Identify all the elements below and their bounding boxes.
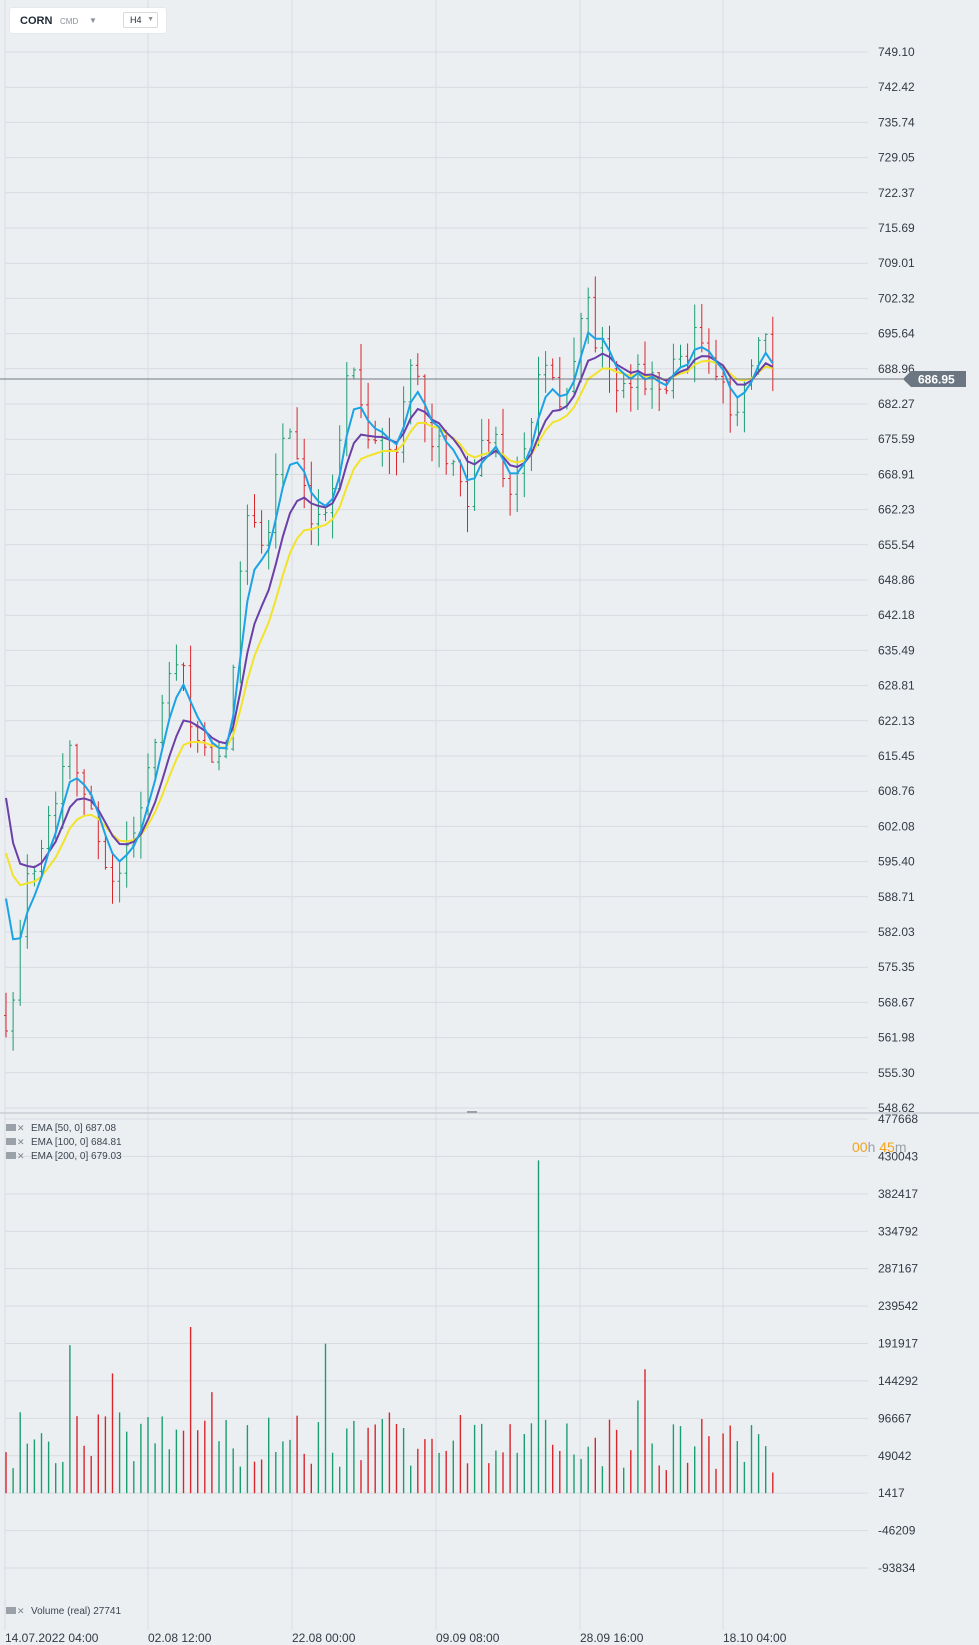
volume-tick-label: 430043 xyxy=(878,1149,918,1163)
grid-lines xyxy=(4,0,868,1630)
volume-tick-label: -46209 xyxy=(878,1524,916,1538)
price-tick-label: 688.96 xyxy=(878,362,915,376)
timer-hours: 00 xyxy=(852,1139,868,1155)
price-tick-label: 615.45 xyxy=(878,749,915,763)
timeframe-value: H4 xyxy=(130,15,142,25)
volume-tick-label: 144292 xyxy=(878,1374,918,1388)
price-tick-label: 682.27 xyxy=(878,397,915,411)
volume-tick-label: 1417 xyxy=(878,1486,905,1500)
time-tick-label: 22.08 00:00 xyxy=(292,1631,356,1645)
price-tick-label: 742.42 xyxy=(878,80,915,94)
candles xyxy=(4,276,775,1051)
volume-tick-label: 287167 xyxy=(878,1262,918,1276)
indicator-remove-icon: ✕ xyxy=(17,1606,25,1616)
ema-legend-item: EMA [200, 0] 679.03 xyxy=(31,1151,122,1162)
volume-tick-label: 96667 xyxy=(878,1411,912,1425)
price-tick-label: 648.86 xyxy=(878,573,915,587)
price-tick-label: 635.49 xyxy=(878,643,915,657)
ema-legend-item: EMA [50, 0] 687.08 xyxy=(31,1123,116,1134)
timer-minutes: 45 xyxy=(879,1139,895,1155)
time-tick-label: 28.09 16:00 xyxy=(580,1631,644,1645)
price-tick-label: 749.10 xyxy=(878,45,915,59)
price-tick-label: 675.59 xyxy=(878,432,915,446)
symbol-dropdown-icon[interactable]: ▼ xyxy=(89,16,97,25)
time-tick-label: 02.08 12:00 xyxy=(148,1631,212,1645)
volume-legend-item: Volume (real) 27741 xyxy=(31,1606,121,1617)
price-tick-label: 602.08 xyxy=(878,819,915,833)
indicator-remove-icon: ✕ xyxy=(17,1151,25,1161)
price-tick-label: 548.62 xyxy=(878,1101,915,1115)
price-tick-label: 709.01 xyxy=(878,256,915,270)
price-tick-label: 628.81 xyxy=(878,679,915,693)
price-tick-label: 729.05 xyxy=(878,151,915,165)
time-tick-label: 09.09 08:00 xyxy=(436,1631,500,1645)
indicator-settings-icon xyxy=(6,1607,16,1614)
price-tick-label: 715.69 xyxy=(878,221,915,235)
candle-countdown: 00h 45m xyxy=(852,1139,907,1155)
price-tick-label: 608.76 xyxy=(878,784,915,798)
volume-tick-label: 477668 xyxy=(878,1112,918,1126)
price-tick-label: 722.37 xyxy=(878,186,915,200)
last-price-label: 686.95 xyxy=(918,373,955,387)
ema-200-line xyxy=(5,359,774,887)
indicator-settings-icon xyxy=(6,1152,16,1159)
price-tick-label: 642.18 xyxy=(878,608,915,622)
indicator-remove-icon: ✕ xyxy=(17,1123,25,1133)
volume-bars xyxy=(5,1160,774,1494)
last-price-tag xyxy=(903,371,966,388)
exchange-label: CMD xyxy=(60,17,79,26)
pane-resize-handle xyxy=(467,1111,477,1113)
price-tick-label: 668.91 xyxy=(878,467,915,481)
symbol-toolbar[interactable]: CORN CMD ▼ H4 ▼ xyxy=(10,8,166,33)
indicator-remove-icon: ✕ xyxy=(17,1137,25,1147)
volume-tick-label: 191917 xyxy=(878,1337,918,1351)
price-tick-label: 622.13 xyxy=(878,714,915,728)
indicator-settings-icon xyxy=(6,1138,16,1145)
volume-tick-label: 49042 xyxy=(878,1449,912,1463)
price-tick-label: 575.35 xyxy=(878,960,915,974)
price-tick-label: 655.54 xyxy=(878,538,915,552)
price-tick-label: 735.74 xyxy=(878,115,915,129)
timeframe-select[interactable]: H4 ▼ xyxy=(123,12,158,28)
price-tick-label: 695.64 xyxy=(878,327,915,341)
volume-tick-label: -93834 xyxy=(878,1561,916,1575)
volume-tick-label: 334792 xyxy=(878,1224,918,1238)
price-tick-label: 561.98 xyxy=(878,1031,915,1045)
timer-minutes-unit: m xyxy=(894,1139,907,1155)
symbol-label[interactable]: CORN xyxy=(20,15,53,27)
price-tick-label: 568.67 xyxy=(878,995,915,1009)
price-tick-label: 702.32 xyxy=(878,291,915,305)
chevron-down-icon: ▼ xyxy=(147,16,154,23)
indicator-settings-icon xyxy=(6,1124,16,1131)
price-tick-label: 595.40 xyxy=(878,855,915,869)
price-tick-label: 588.71 xyxy=(878,890,915,904)
time-tick-label: 18.10 04:00 xyxy=(723,1631,787,1645)
ema-legend-item: EMA [100, 0] 684.81 xyxy=(31,1137,122,1148)
time-tick-label: 14.07.2022 04:00 xyxy=(5,1631,99,1645)
volume-tick-label: 239542 xyxy=(878,1299,918,1313)
timer-hours-unit: h xyxy=(867,1139,876,1155)
price-tick-label: 555.30 xyxy=(878,1066,915,1080)
price-tick-label: 582.03 xyxy=(878,925,915,939)
price-tick-label: 662.23 xyxy=(878,503,915,517)
volume-tick-label: 382417 xyxy=(878,1187,918,1201)
